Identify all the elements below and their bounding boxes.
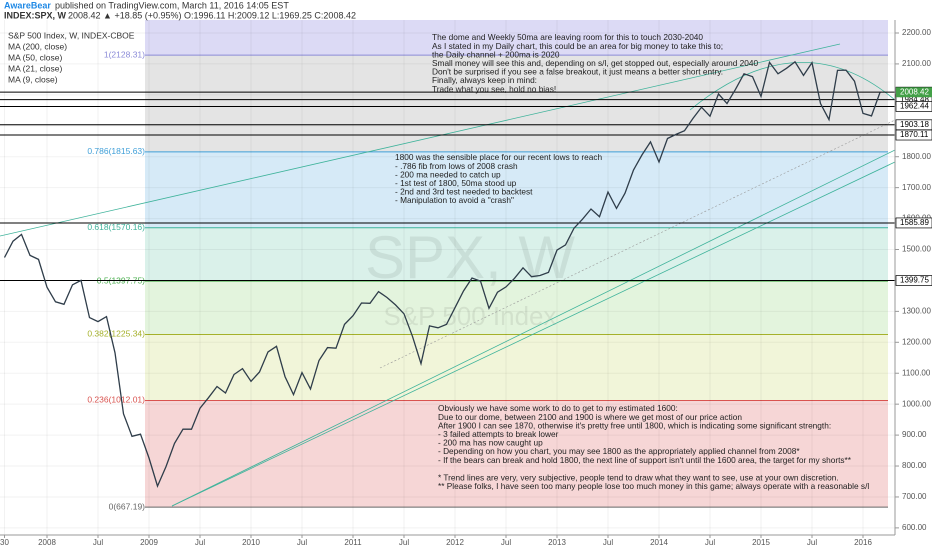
level-label: 1962.44: [900, 102, 929, 111]
y-tick-label: 800.00: [902, 461, 927, 470]
x-tick-label: 2009: [140, 538, 158, 547]
fib-zone: [145, 55, 888, 152]
y-tick-label: 1300.00: [902, 306, 931, 315]
fib-zone: [145, 227, 888, 282]
x-tick-label: Jul: [603, 538, 613, 547]
trend-line: [171, 149, 896, 507]
annotation-line: Due to our dome, between 2100 and 1900 i…: [438, 412, 742, 422]
fib-zone: [145, 151, 888, 228]
x-tick-label: 2008: [38, 538, 56, 547]
level-label: 1870.11: [900, 130, 929, 139]
annotation-line: - 2nd and 3rd test needed to backtest: [395, 187, 533, 197]
x-tick-label: 2016: [854, 538, 872, 547]
x-tick-label: Jul: [297, 538, 307, 547]
trend-line: [171, 161, 896, 507]
annotation-line: Finally, always keep in mind:: [432, 75, 537, 85]
fib-zone: [145, 281, 888, 335]
legend-entry: MA (21, close): [8, 63, 62, 73]
level-tag: [895, 101, 932, 112]
annotation-line: After 1900 I can see 1870, otherwise it'…: [438, 420, 831, 430]
y-tick-label: 1000.00: [902, 399, 931, 408]
trend-line: [0, 43, 841, 237]
x-tick-label: 2013: [548, 538, 566, 547]
annotation-line: - Manipulation to avoid a "crash": [395, 195, 514, 205]
annotation-line: As I stated in my Daily chart, this coul…: [432, 41, 723, 51]
x-tick-label: 2012: [446, 538, 464, 547]
y-tick-label: 1800.00: [902, 152, 931, 161]
annotation-line: the Daily channel + 200ma is 2020: [432, 49, 560, 59]
annotation-line: The dome and Weekly 50ma are leaving roo…: [432, 32, 703, 42]
legend-entry: MA (9, close): [8, 74, 58, 84]
x-tick-label: 2011: [344, 538, 362, 547]
time-axis: [0, 535, 932, 550]
last-price-tag: [896, 87, 932, 98]
level-label: 1903.18: [900, 120, 929, 129]
legend-entry: MA (50, close): [8, 52, 62, 62]
y-tick-label: 600.00: [902, 523, 927, 532]
level-tag: [895, 129, 932, 141]
level-tag: [895, 275, 932, 286]
annotation-line: Trade what you see, hold no bias!: [432, 84, 556, 94]
fib-label: 0.382(1225.34): [87, 329, 145, 339]
price-line: [3, 60, 881, 488]
fib-label: 1(2128.31): [104, 49, 145, 59]
chart-title: S&P 500 Index, W, INDEX-CBOE: [8, 30, 135, 40]
published: published on TradingView.com, March 11, …: [55, 0, 289, 10]
author[interactable]: AwareBear: [4, 0, 51, 10]
level-label: 1399.75: [900, 276, 929, 285]
y-tick-label: 2100.00: [902, 59, 931, 68]
annotation-line: - 200 ma needed to catch up: [395, 169, 501, 179]
x-tick-label: Jul: [501, 538, 511, 547]
y-tick-label: 700.00: [902, 492, 927, 501]
annotation-line: - If the bears can break and hold 1800, …: [438, 455, 852, 465]
x-tick-label: Jul: [195, 538, 205, 547]
x-tick-label: Jul: [399, 538, 409, 547]
x-tick-label: Jul: [705, 538, 715, 547]
x-tick-label: Jul: [93, 538, 103, 547]
y-tick-label: 900.00: [902, 430, 927, 439]
y-tick-label: 2200.00: [902, 28, 931, 37]
last-price-label: 2008.42: [900, 87, 929, 96]
annotation-line: - 3 failed attempts to break lower: [438, 429, 559, 439]
x-tick-label: 2015: [752, 538, 770, 547]
fib-zone: [145, 400, 888, 508]
y-tick-label: 1500.00: [902, 245, 931, 254]
fib-label: 0(667.19): [109, 501, 146, 511]
y-tick-label: 1700.00: [902, 183, 931, 192]
symbol: INDEX:SPX, W: [4, 10, 67, 20]
fib-zone: [145, 20, 888, 56]
annotation-line: - Depending on how you chart, you may se…: [438, 446, 800, 456]
annotation-line: Don't be surprised if you see a false br…: [432, 67, 723, 77]
y-tick-label: 1100.00: [902, 368, 931, 377]
y-tick-label: 1200.00: [902, 337, 931, 346]
annotation-line: * Trend lines are very, very subjective,…: [438, 472, 839, 482]
annotation-line: ** Please folks, I have seen too many pe…: [438, 481, 869, 491]
fib-label: 0.618(1570.16): [87, 222, 145, 232]
level-label: 1984.48: [900, 95, 929, 104]
legend-entry: MA (200, close): [8, 41, 67, 51]
x-tick-label: 2014: [650, 538, 668, 547]
header-bar: [0, 0, 932, 20]
annotation-line: Obviously we have some work to do to get…: [438, 403, 678, 413]
fib-zone: [145, 334, 888, 401]
x-tick-label: 2010: [242, 538, 260, 547]
fib-label: 0.236(1012.01): [87, 395, 145, 405]
annotation-line: 1800 was the sensible place for our rece…: [395, 152, 602, 162]
trend-line: [379, 119, 896, 369]
x-tick-label: 30: [0, 538, 9, 547]
level-tag: [895, 217, 932, 229]
level-label: 1585.89: [900, 218, 929, 227]
x-tick-label: Jul: [807, 538, 817, 547]
quote: 2008.42 ▲ +18.85 (+0.95%) O:1996.11 H:20…: [68, 10, 356, 20]
annotation-line: - .786 fib from lows of 2008 crash: [395, 161, 518, 171]
annotation-line: Small money will see this and, depending…: [432, 58, 758, 68]
annotation-line: - 200 ma has now caught up: [438, 438, 543, 448]
dome: [689, 62, 896, 111]
annotation-line: - 1st test of 1800, 50ma stood up: [395, 178, 517, 188]
fib-label: 0.786(1815.63): [87, 146, 145, 156]
watermark-sub: S&P 500 Index: [384, 301, 557, 331]
